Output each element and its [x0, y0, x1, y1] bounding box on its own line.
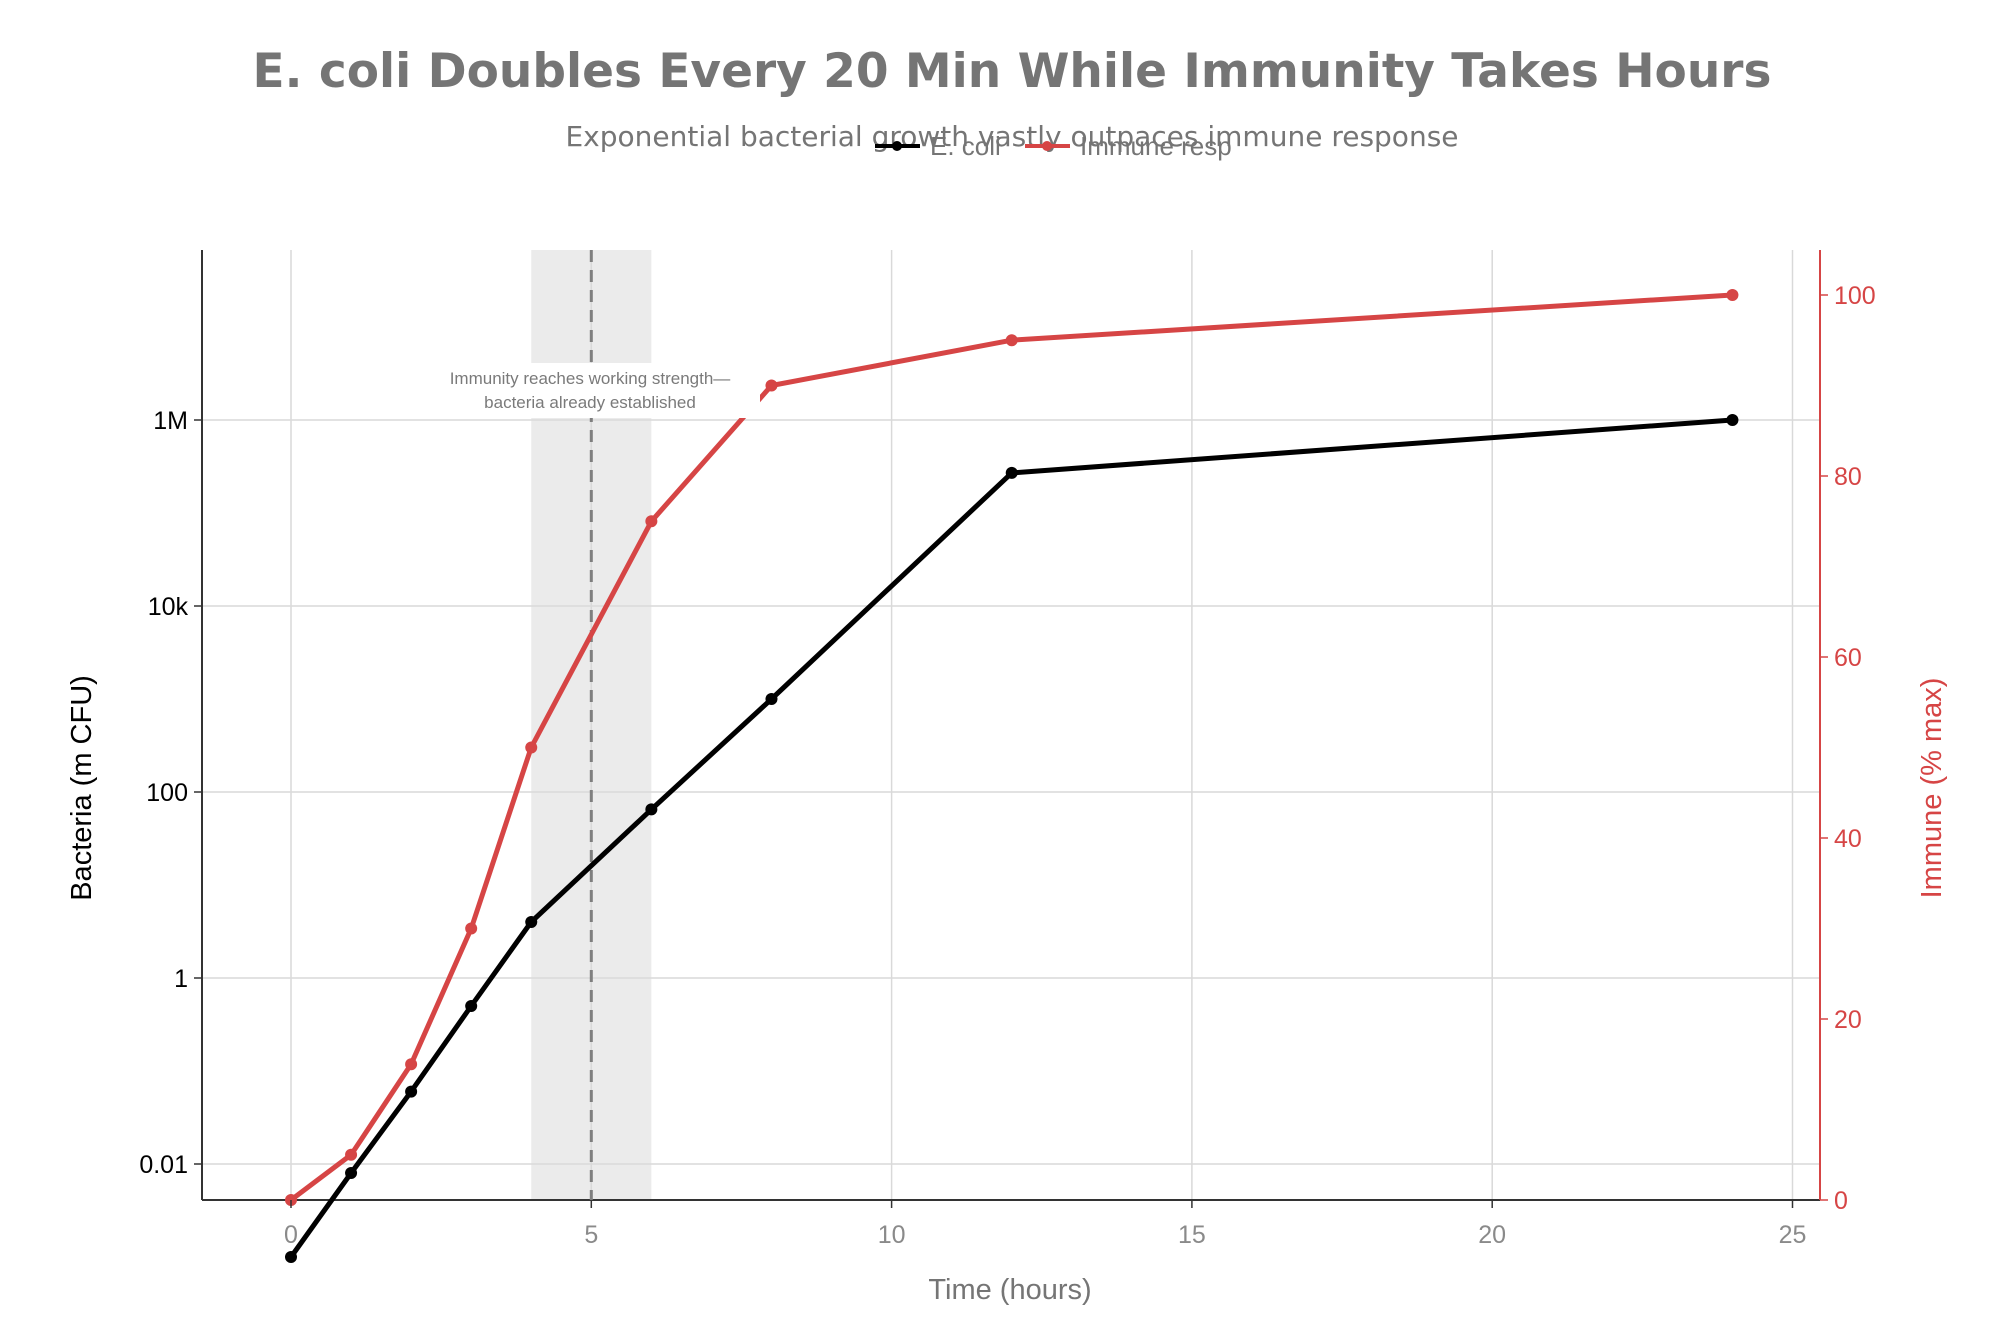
x-tick-label: 10 [878, 1221, 906, 1249]
legend-marker-ecoli [892, 141, 902, 151]
annotation: Immunity reaches working strength— bacte… [420, 363, 760, 418]
y-left-tick-label: 1M [153, 407, 188, 435]
data-point-ecoli [405, 1085, 418, 1098]
data-point-immune [1005, 334, 1018, 347]
series-line-ecoli [288, 417, 1733, 1259]
data-point-immune [345, 1148, 358, 1161]
y-right-tick-label: 20 [1834, 1006, 1862, 1034]
data-point-ecoli [765, 693, 778, 705]
series-line-immune [289, 292, 1733, 1202]
data-point-immune [645, 515, 658, 528]
data-point-ecoli [1005, 466, 1018, 479]
y-left-axis-title: Bacteria (m CFU) [66, 675, 98, 901]
x-tick-label: 15 [1178, 1221, 1206, 1249]
data-point-ecoli [645, 803, 658, 816]
data-point-immune [765, 379, 778, 392]
y-left-tick-label: 10k [148, 593, 189, 621]
x-tick-label: 0 [284, 1221, 298, 1249]
data-point-immune [1726, 289, 1739, 301]
data-point-ecoli [465, 999, 478, 1012]
data-point-ecoli [525, 916, 538, 929]
y-left-tick-label: 100 [146, 779, 188, 807]
x-axis-title: Time (hours) [928, 1274, 1091, 1306]
annotation-line-2: bacteria already established [484, 393, 696, 412]
y-right-tick-label: 80 [1834, 463, 1862, 491]
y-right-axis-title: Immune (% max) [1916, 678, 1948, 899]
data-point-ecoli [1726, 414, 1739, 426]
legend-marker-immune [1042, 141, 1052, 151]
y-right-tick-label: 100 [1834, 282, 1876, 310]
data-point-ecoli [345, 1167, 358, 1180]
data-point-immune [525, 741, 538, 754]
x-tick-label: 25 [1779, 1221, 1807, 1249]
y-right-tick-label: 0 [1834, 1187, 1848, 1215]
data-point-immune [465, 922, 478, 935]
y-left-tick-label: 1 [174, 965, 188, 993]
annotation-line-1: Immunity reaches working strength— [450, 369, 731, 388]
x-tick-label: 20 [1478, 1221, 1506, 1249]
data-point-ecoli [285, 1251, 297, 1263]
legend-label-ecoli: E. coli [930, 131, 1001, 161]
legend-label-immune: Immune resp [1080, 131, 1232, 161]
x-tick-label: 5 [584, 1221, 598, 1249]
chart-subtitle: Exponential bacterial growth vastly outp… [565, 120, 1458, 153]
y-right-tick-label: 60 [1834, 644, 1862, 672]
y-left-tick-label: 0.01 [139, 1151, 188, 1179]
y-right-tick-label: 40 [1834, 825, 1862, 853]
chart-title: E. coli Doubles Every 20 Min While Immun… [253, 44, 1772, 99]
legend: E. coli Immune resp [875, 131, 1232, 161]
data-point-immune [405, 1058, 418, 1071]
annotation-background [420, 363, 760, 418]
